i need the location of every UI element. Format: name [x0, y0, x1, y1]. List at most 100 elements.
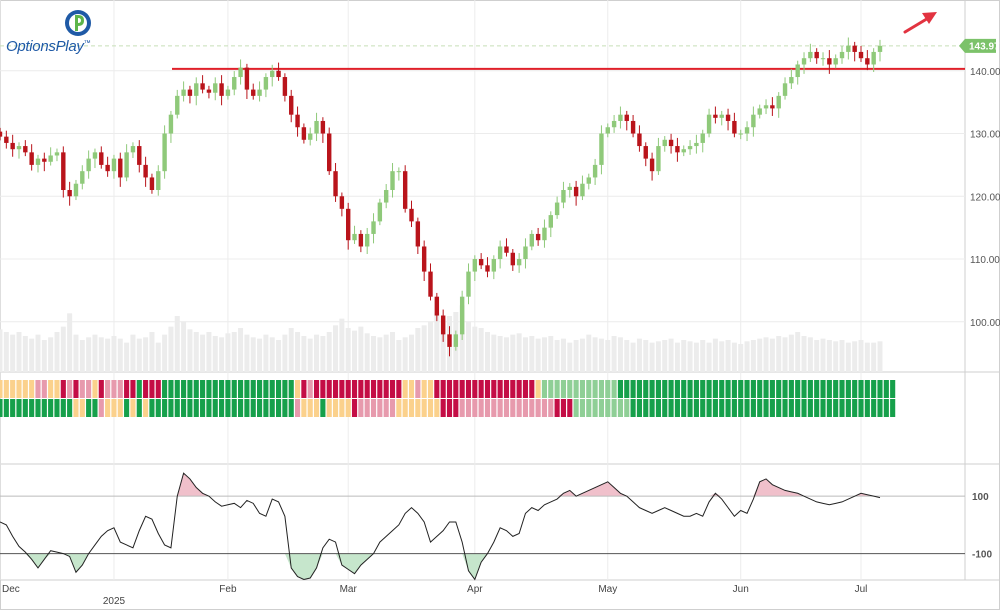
strength-cell [833, 399, 839, 417]
strength-cell [124, 399, 130, 417]
candle-body [383, 190, 389, 203]
candle-body [257, 89, 262, 96]
strength-cell [769, 399, 775, 417]
strength-cell [238, 399, 244, 417]
strength-cell [130, 380, 136, 398]
strength-cell [769, 380, 775, 398]
strength-cell [174, 399, 180, 417]
volume-bar [674, 342, 680, 372]
oscillator-level-label: -100 [972, 550, 992, 561]
strength-cell [219, 380, 225, 398]
strength-cell [738, 399, 744, 417]
candle-body [459, 296, 465, 335]
strength-cell [630, 399, 636, 417]
strength-cell [427, 399, 434, 417]
strength-cell [22, 399, 28, 417]
candle-body [757, 108, 762, 115]
strength-cell [421, 380, 427, 398]
strength-cell [592, 399, 598, 417]
optionsplay-logo: OptionsPlay™ [6, 6, 106, 56]
strength-cell [73, 399, 79, 417]
strength-cell [35, 399, 41, 417]
strength-cell [877, 380, 883, 398]
candle-body [782, 83, 788, 96]
strength-cell [16, 399, 22, 417]
strength-cell [814, 399, 820, 417]
strength-cell [624, 380, 630, 398]
candle-body [643, 146, 648, 159]
strength-cell [510, 380, 516, 398]
volume-bar [795, 332, 801, 372]
strength-cell [301, 380, 307, 398]
candle-body [580, 183, 585, 197]
strength-cell [67, 399, 73, 417]
strength-cell [415, 399, 421, 417]
volume-bar [86, 337, 92, 372]
candle-body [681, 149, 686, 153]
strength-cell [307, 380, 313, 398]
strength-cell [839, 399, 845, 417]
strength-cell [408, 399, 415, 417]
strength-cell [472, 399, 478, 417]
volume-bar [573, 340, 579, 372]
strength-cell [871, 380, 877, 398]
candle-body [770, 105, 775, 109]
strength-cell [0, 380, 3, 398]
strength-cell [22, 380, 28, 398]
volume-bar [105, 338, 111, 372]
strength-cell [162, 380, 168, 398]
strength-cell [655, 399, 661, 417]
strength-cell [269, 380, 275, 398]
volume-bar [244, 334, 250, 372]
candle-body [111, 158, 117, 172]
strength-cell [700, 399, 706, 417]
candle-body [554, 202, 560, 216]
strength-cell [117, 399, 123, 417]
strength-cell [225, 380, 231, 398]
candle-body [409, 208, 414, 222]
volume-bar [54, 332, 60, 372]
candle-body [516, 259, 522, 266]
candle-body [466, 271, 471, 297]
strength-cell [453, 399, 459, 417]
volume-bar [586, 334, 592, 372]
volume-bar [693, 342, 699, 372]
strength-cell [782, 399, 788, 417]
strength-cell [358, 380, 364, 398]
strength-cell [364, 380, 370, 398]
candle-body [10, 142, 15, 150]
strength-cell [320, 380, 326, 398]
strength-cell [693, 399, 699, 417]
candle-body [694, 142, 699, 147]
strength-cell [611, 399, 617, 417]
volume-bar [225, 333, 231, 372]
strength-cell [484, 399, 491, 417]
volume-bar [681, 340, 687, 372]
volume-bar [871, 342, 877, 372]
volume-bar [744, 341, 750, 372]
volume-bar [541, 337, 547, 372]
strength-cell [162, 399, 168, 417]
candle-body [402, 171, 408, 209]
candle-body [852, 45, 857, 52]
candle-body [421, 246, 427, 272]
strength-cell [294, 399, 301, 417]
strength-cell [136, 399, 142, 417]
candle-body [700, 133, 705, 143]
volume-bar [668, 338, 674, 372]
candle-body [16, 146, 22, 150]
strength-cell [864, 399, 870, 417]
strength-cell [326, 399, 332, 417]
strength-cell [795, 380, 801, 398]
strength-cell [681, 399, 687, 417]
volume-bar [858, 340, 864, 372]
strength-cell [389, 380, 396, 398]
candle-body [776, 95, 781, 109]
volume-bar [491, 334, 497, 372]
candle-body [447, 334, 452, 347]
volume-bar [149, 332, 155, 372]
candle-body [175, 95, 180, 115]
volume-bar [649, 342, 655, 372]
volume-bar [22, 336, 28, 372]
candle-body [877, 45, 883, 52]
